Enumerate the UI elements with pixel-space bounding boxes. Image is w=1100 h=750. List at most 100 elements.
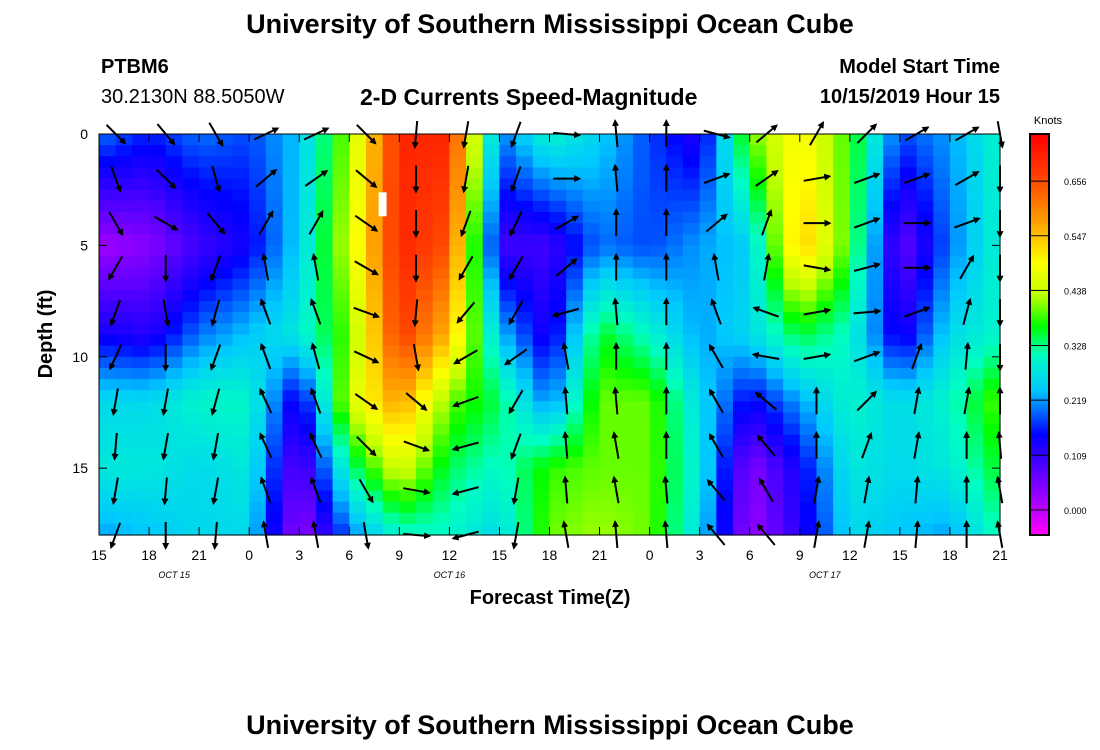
current-vector-arrow [705,213,728,233]
current-vector-arrow [255,168,278,188]
heatmap-cell [749,167,768,180]
heatmap-cell [516,401,534,414]
heatmap-cell [349,267,367,280]
heatmap-cell [616,445,634,458]
heatmap-cell [866,278,884,291]
heatmap-cell [649,457,667,469]
heatmap-cell [582,167,601,180]
heatmap-cell [132,345,150,358]
heatmap-cell [499,200,517,213]
current-vector-arrow [108,255,124,281]
heatmap-cell [532,156,551,169]
heatmap-cell [365,434,384,447]
heatmap-cell [983,223,1001,235]
heatmap-cell [766,301,784,313]
heatmap-cell [416,145,434,157]
heatmap-cell [432,223,450,235]
heatmap-cell [599,245,617,258]
heatmap-cell [966,367,984,380]
current-vector-arrow [310,342,321,370]
current-vector-arrow [756,434,776,457]
heatmap-cell [416,256,434,269]
current-vector-arrow [508,255,524,281]
heatmap-cell [666,401,684,414]
heatmap-cell [749,289,768,302]
heatmap-cell [799,178,818,191]
heatmap-cell [199,434,217,447]
heatmap-cell [549,145,567,157]
heatmap-cell [849,234,868,246]
heatmap-cell [299,434,317,447]
heatmap-cell [582,200,601,213]
heatmap-cell [265,434,284,447]
heatmap-cell [115,156,133,169]
heatmap-cell [866,423,884,436]
heatmap-cell [866,301,884,313]
heatmap-cell [382,167,400,180]
heatmap-cell [799,379,818,391]
heatmap-cell [416,523,434,536]
heatmap-cell [849,334,868,347]
heatmap-cell [983,457,1001,469]
heatmap-cell [582,145,601,157]
heatmap-cell [549,379,567,391]
heatmap-cell [232,334,250,347]
heatmap-cell [866,223,884,235]
heatmap-cell [282,457,300,469]
heatmap-cell [115,323,133,336]
heatmap-cell [599,189,617,202]
heatmap-cell [899,301,918,313]
heatmap-cell [816,479,834,492]
heatmap-cell [733,356,751,369]
heatmap-cell [482,523,501,536]
heatmap-cell [399,434,417,447]
heatmap-cell [933,390,951,402]
heatmap-cell [599,512,617,525]
heatmap-cell [482,178,501,191]
heatmap-cell [282,134,300,146]
current-vector-arrow [510,433,522,460]
heatmap-cell [432,245,450,258]
heatmap-cell [983,323,1001,336]
heatmap-cell [215,312,234,324]
heatmap-cell [699,178,717,191]
heatmap-cell [666,379,684,391]
heatmap-cell [916,423,934,436]
heatmap-cell [449,367,467,380]
heatmap-cell [99,423,117,436]
heatmap-cell [132,390,150,402]
heatmap-cell [449,423,467,436]
heatmap-cell [482,445,501,458]
heatmap-cell [899,156,918,169]
heatmap-cell [165,457,184,469]
heatmap-cell [783,401,801,414]
heatmap-cell [199,390,217,402]
heatmap-cell [449,267,467,280]
heatmap-cell [299,145,317,157]
heatmap-cell [833,267,851,280]
heatmap-cell [165,256,184,269]
heatmap-cell [199,189,217,202]
heatmap-cell [365,501,384,514]
heatmap-cell [299,523,317,536]
heatmap-cell [232,445,250,458]
heatmap-cell [332,401,350,414]
heatmap-cell [933,490,951,503]
heatmap-cell [883,523,901,536]
heatmap-cell [549,479,567,492]
heatmap-cell [99,312,117,324]
heatmap-cell [199,156,217,169]
heatmap-cell [949,457,968,469]
heatmap-cell [282,211,300,224]
heatmap-cell [449,134,467,146]
heatmap-cell [949,167,968,180]
heatmap-cell [466,356,484,369]
x-tick-label: 3 [696,547,704,563]
heatmap-cell [566,356,584,369]
heatmap-cell [816,490,834,503]
heatmap-cell [766,278,784,291]
heatmap-cell [265,356,284,369]
heatmap-cell [666,301,684,313]
heatmap-cell [599,356,617,369]
heatmap-cell [883,211,901,224]
